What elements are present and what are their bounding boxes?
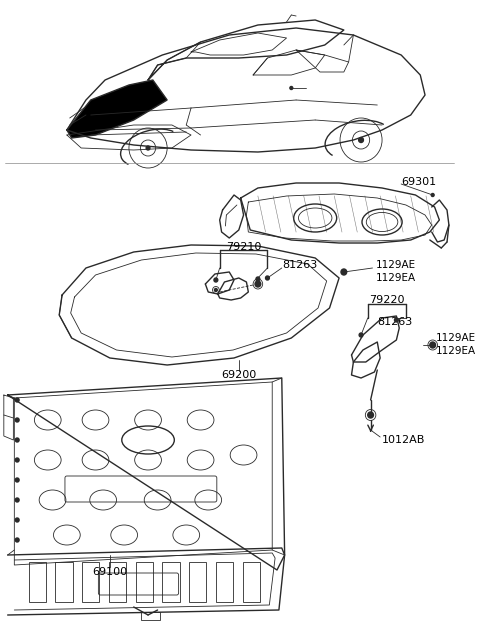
Text: 69301: 69301 xyxy=(401,177,436,187)
Bar xyxy=(189,562,206,602)
Text: 1129AE: 1129AE xyxy=(375,260,416,270)
Circle shape xyxy=(15,438,19,442)
Circle shape xyxy=(15,478,19,482)
Circle shape xyxy=(15,498,19,502)
Circle shape xyxy=(359,138,363,143)
Circle shape xyxy=(215,289,217,291)
Circle shape xyxy=(341,269,347,275)
Circle shape xyxy=(255,281,261,287)
Bar xyxy=(216,562,233,602)
Bar xyxy=(142,612,160,620)
Text: 81263: 81263 xyxy=(377,317,412,327)
Bar xyxy=(242,562,260,602)
Circle shape xyxy=(256,277,260,281)
Text: 81263: 81263 xyxy=(282,260,317,270)
Bar xyxy=(162,562,180,602)
Bar xyxy=(29,562,46,602)
Text: 79220: 79220 xyxy=(369,295,405,305)
Circle shape xyxy=(15,458,19,462)
Text: 1129EA: 1129EA xyxy=(375,273,416,283)
Text: 69200: 69200 xyxy=(221,370,256,380)
Bar xyxy=(109,562,126,602)
Circle shape xyxy=(431,194,434,196)
Circle shape xyxy=(395,318,398,322)
Text: 1012AB: 1012AB xyxy=(382,435,425,445)
Circle shape xyxy=(368,412,373,418)
Circle shape xyxy=(15,538,19,542)
Circle shape xyxy=(15,518,19,522)
Circle shape xyxy=(15,418,19,422)
Circle shape xyxy=(146,146,150,150)
Bar xyxy=(136,562,153,602)
Bar xyxy=(82,562,99,602)
Circle shape xyxy=(359,333,363,337)
Circle shape xyxy=(265,276,269,280)
Text: 1129EA: 1129EA xyxy=(435,346,476,356)
Circle shape xyxy=(214,278,218,282)
Text: 1129AE: 1129AE xyxy=(435,333,476,343)
Polygon shape xyxy=(67,80,167,138)
Circle shape xyxy=(15,398,19,402)
Bar xyxy=(55,562,72,602)
Circle shape xyxy=(290,87,293,89)
Text: 79210: 79210 xyxy=(226,242,261,252)
Circle shape xyxy=(430,342,435,348)
Text: 69100: 69100 xyxy=(92,567,127,577)
